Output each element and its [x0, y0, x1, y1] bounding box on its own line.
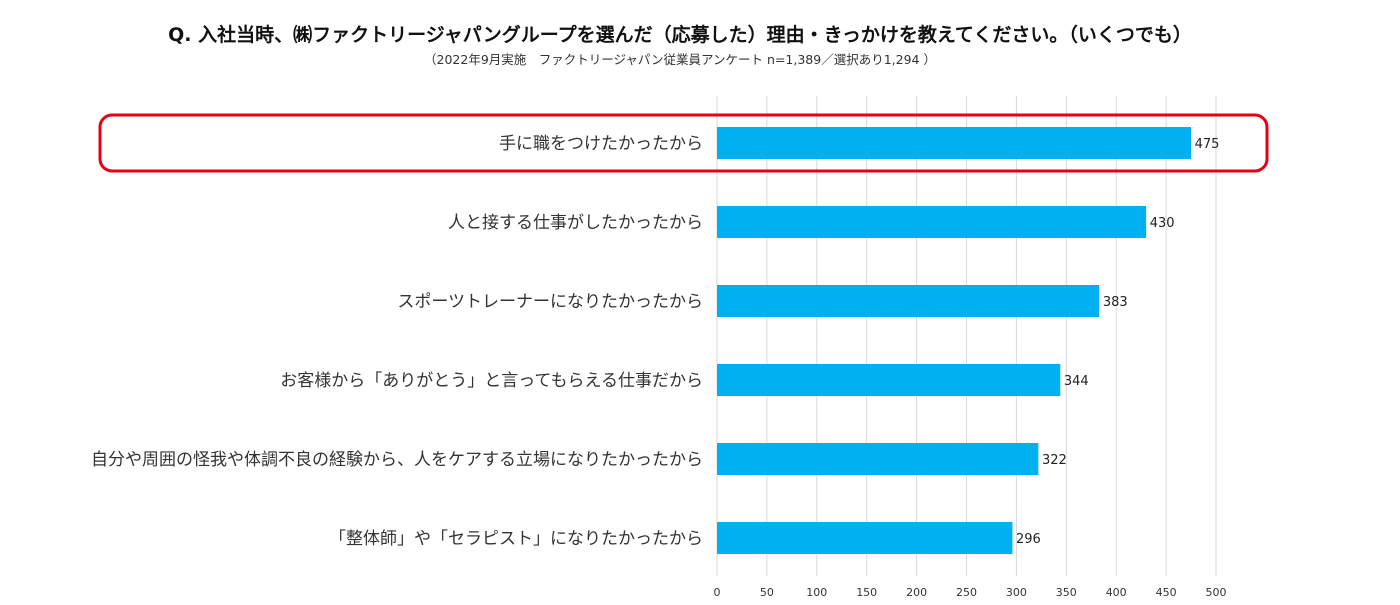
highlight-frame	[98, 113, 1269, 173]
x-tick-label: 350	[1056, 586, 1077, 599]
category-label: スポーツトレーナーになりたかったから	[397, 292, 703, 312]
x-axis-ticks: 0 50 100 150 200 250 300 350 400 450 500	[714, 586, 1227, 599]
x-tick-label: 250	[956, 586, 977, 599]
category-label: 自分や周囲の怪我や体調不良の経験から、人をケアする立場になりたかったから	[91, 450, 703, 470]
highlight	[98, 113, 1269, 173]
x-tick-label: 450	[1156, 586, 1177, 599]
bars	[717, 127, 1192, 554]
x-tick-label: 400	[1106, 586, 1127, 599]
gridlines	[716, 96, 1217, 576]
x-tick-label: 500	[1206, 586, 1227, 599]
x-tick-label: 300	[1006, 586, 1027, 599]
x-tick-label: 0	[714, 586, 721, 599]
category-label: お客様から「ありがとう」と言ってもらえる仕事だから	[280, 371, 703, 391]
bar	[717, 522, 1013, 554]
bar	[717, 206, 1147, 238]
value-label: 296	[1016, 532, 1041, 547]
value-label: 344	[1064, 374, 1089, 389]
category-label: 人と接する仕事がしたかったから	[448, 213, 703, 233]
value-label: 475	[1195, 137, 1220, 152]
bar	[717, 443, 1039, 475]
bar	[717, 127, 1192, 159]
category-labels: 手に職をつけたかったから人と接する仕事がしたかったからスポーツトレーナーになりた…	[91, 134, 703, 549]
chart-title: Q. 入社当時、㈱ファクトリージャパングループを選んだ（応募した）理由・きっかけ…	[168, 24, 1192, 46]
category-label: 「整体師」や「セラピスト」になりたかったから	[329, 529, 703, 549]
x-tick-label: 50	[760, 586, 774, 599]
x-tick-label: 200	[906, 586, 927, 599]
x-tick-label: 100	[806, 586, 827, 599]
bar	[717, 364, 1061, 396]
value-label: 430	[1150, 216, 1175, 231]
category-label: 手に職をつけたかったから	[499, 134, 703, 154]
x-tick-label: 150	[856, 586, 877, 599]
value-label: 383	[1103, 295, 1128, 310]
value-labels: 475 430 383 344 322 296	[1016, 137, 1219, 547]
bar	[717, 285, 1100, 317]
value-label: 322	[1042, 453, 1067, 468]
chart-subtitle: （2022年9月実施 ファクトリージャパン従業員アンケート n=1,389／選択…	[424, 52, 936, 67]
